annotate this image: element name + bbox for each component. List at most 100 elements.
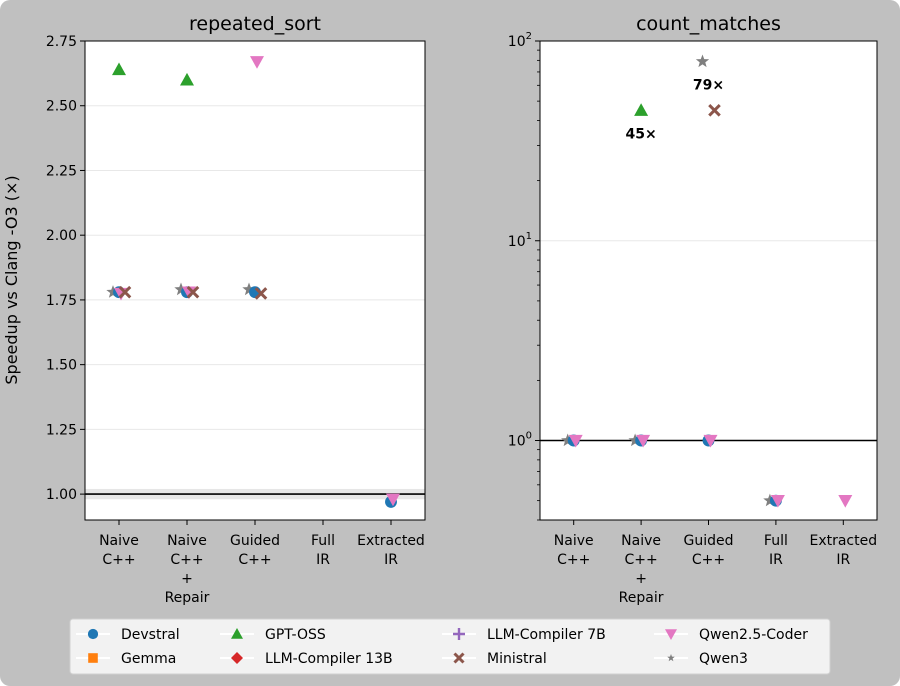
legend-entry-ministral: Ministral bbox=[442, 651, 547, 667]
x-tick-label-line: IR bbox=[769, 552, 783, 568]
x-tick-label-naive-c: Naive C++ bbox=[99, 533, 139, 568]
y-tick-label: 102 bbox=[508, 31, 532, 50]
legend-marker-llm-compiler-7b bbox=[453, 628, 465, 640]
point-gpt-oss bbox=[180, 72, 194, 86]
y-tick-label: 1.75 bbox=[46, 293, 77, 309]
legend-marker-qwen3 bbox=[667, 654, 675, 662]
x-tick-label-line: Extracted bbox=[809, 533, 877, 549]
point-ministral bbox=[254, 287, 268, 300]
point-qwen3 bbox=[561, 433, 575, 447]
y-tick-label: 2.00 bbox=[46, 228, 77, 244]
x-tick-label-line: Naive bbox=[554, 533, 594, 549]
point-ministral bbox=[186, 285, 200, 299]
x-tick-label-line: Extracted bbox=[357, 533, 425, 549]
legend-label: LLM-Compiler 13B bbox=[265, 651, 393, 667]
x-tick-label-line: Naive bbox=[167, 533, 207, 549]
point-gpt-oss bbox=[112, 62, 126, 76]
y-tick-label: 100 bbox=[508, 431, 532, 450]
x-tick-label-line: C++ bbox=[238, 552, 271, 568]
point-qwen2-5-coder bbox=[250, 56, 264, 69]
point-ministral bbox=[708, 103, 721, 117]
point-qwen3 bbox=[242, 282, 256, 296]
y-tick-label: 1.50 bbox=[46, 358, 77, 374]
annotation-label: 45× bbox=[625, 126, 656, 142]
y-tick-label: 2.50 bbox=[46, 99, 77, 115]
x-tick-label-line: + bbox=[181, 571, 193, 587]
plot-area bbox=[85, 41, 425, 520]
legend-marker-llm-compiler-13b bbox=[231, 652, 243, 664]
y-tick-label: 1.00 bbox=[46, 487, 77, 503]
x-tick-label-line: IR bbox=[836, 552, 850, 568]
legend-entry-llm-compiler-7b: LLM-Compiler 7B bbox=[442, 627, 606, 643]
x-tick-label-guided-c: Guided C++ bbox=[230, 533, 280, 568]
point-ministral bbox=[118, 285, 132, 299]
legend-entry-gpt-oss: GPT-OSS bbox=[220, 627, 326, 643]
x-tick-label-line: Repair bbox=[619, 590, 664, 606]
x-tick-label-line: C++ bbox=[557, 552, 590, 568]
point-qwen2-5-coder bbox=[770, 495, 785, 508]
legend-label: Gemma bbox=[121, 651, 176, 667]
legend-marker-devstral bbox=[87, 628, 99, 640]
x-tick-label-line: Full bbox=[311, 533, 335, 549]
point-qwen2-5-coder bbox=[568, 434, 583, 448]
x-tick-label-line: + bbox=[635, 571, 647, 587]
legend-label: LLM-Compiler 7B bbox=[487, 627, 606, 643]
x-tick-label-line: Guided bbox=[230, 533, 280, 549]
legend-label: Qwen2.5-Coder bbox=[699, 627, 808, 643]
y-tick-label: 101 bbox=[508, 231, 532, 250]
legend-label: Devstral bbox=[121, 627, 180, 643]
legend-marker-gpt-oss bbox=[231, 628, 243, 639]
y-tick-label: 1.25 bbox=[46, 422, 77, 438]
x-tick-label-line: Naive bbox=[621, 533, 661, 549]
legend-marker-qwen2-5-coder bbox=[665, 629, 677, 640]
legend-entry-gemma: Gemma bbox=[76, 651, 176, 667]
legend-entry-llm-compiler-13b: LLM-Compiler 13B bbox=[220, 651, 393, 667]
legend-label: Qwen3 bbox=[699, 651, 748, 667]
legend: Devstral Gemma GPT-OSS LLM-Compiler 13B LLM-… bbox=[69, 618, 831, 675]
x-tick-label-line: C++ bbox=[102, 552, 135, 568]
x-tick-label-line: Full bbox=[764, 533, 788, 549]
x-tick-label-full-ir: Full IR bbox=[764, 533, 788, 568]
y-axis-label: Speedup vs Clang -O3 (×) bbox=[2, 175, 21, 384]
point-qwen2-5-coder bbox=[386, 493, 400, 507]
legend-label: GPT-OSS bbox=[265, 627, 326, 643]
x-tick-label-guided-c: Guided C++ bbox=[684, 533, 734, 568]
x-tick-label-naive-c: Naive C++ bbox=[554, 533, 594, 568]
panel-count-matches: count_matches 100 101 102 Naive C++ Naive C++ + R… bbox=[508, 13, 878, 606]
plot-area bbox=[540, 41, 877, 520]
point-qwen3 bbox=[174, 282, 188, 296]
x-tick-label-line: Guided bbox=[684, 533, 734, 549]
point-qwen3 bbox=[628, 433, 642, 447]
panel-title: repeated_sort bbox=[189, 13, 321, 35]
annotation-label: 79× bbox=[693, 77, 724, 93]
legend-marker-gemma bbox=[88, 653, 98, 663]
y-tick-label: 2.75 bbox=[46, 34, 77, 50]
legend-entry-devstral: Devstral bbox=[76, 627, 180, 643]
x-tick-label-naive-c-repair: Naive C++ + Repair bbox=[165, 533, 210, 606]
point-qwen2-5-coder bbox=[636, 434, 651, 448]
x-tick-label-full-ir: Full IR bbox=[311, 533, 335, 568]
x-tick-label-line: Repair bbox=[165, 590, 210, 606]
x-tick-label-line: IR bbox=[316, 552, 330, 568]
point-qwen2-5-coder bbox=[838, 495, 853, 508]
point-qwen2-5-coder bbox=[703, 434, 718, 448]
panel-title: count_matches bbox=[636, 13, 781, 35]
x-tick-label-naive-c-repair: Naive C++ + Repair bbox=[619, 533, 664, 606]
x-tick-label-line: C++ bbox=[170, 552, 203, 568]
y-tick-label: 2.25 bbox=[46, 163, 77, 179]
legend-entry-qwen2-5-coder: Qwen2.5-Coder bbox=[654, 627, 808, 643]
x-tick-label-line: C++ bbox=[624, 552, 657, 568]
x-tick-label-extracted-ir: Extracted IR bbox=[357, 533, 425, 568]
point-qwen3 bbox=[695, 54, 710, 68]
legend-label: Ministral bbox=[487, 651, 547, 667]
point-gpt-oss bbox=[634, 103, 649, 116]
x-tick-label-line: IR bbox=[384, 552, 398, 568]
point-qwen3 bbox=[106, 285, 120, 298]
legend-box bbox=[69, 618, 831, 675]
x-tick-label-line: Naive bbox=[99, 533, 139, 549]
x-tick-label-line: C++ bbox=[692, 552, 725, 568]
panel-repeated-sort: repeated_sort 1.00 1.25 1.50 1.75 2.00 2.25 2.5… bbox=[46, 13, 426, 606]
legend-marker-ministral bbox=[453, 652, 465, 664]
x-tick-label-extracted-ir: Extracted IR bbox=[809, 533, 877, 568]
